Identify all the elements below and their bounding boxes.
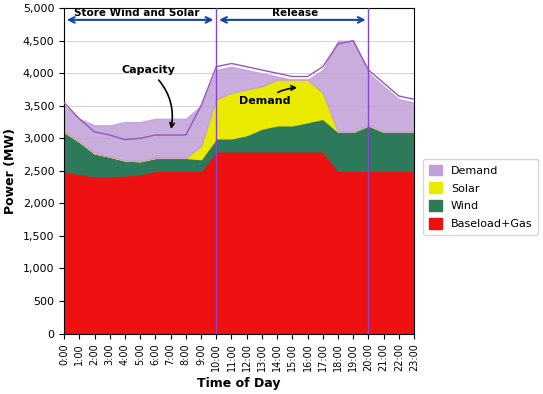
X-axis label: Time of Day: Time of Day <box>197 377 281 390</box>
Text: Store Wind and Solar: Store Wind and Solar <box>74 8 200 18</box>
Text: Release: Release <box>272 8 319 18</box>
Legend: Demand, Solar, Wind, Baseload+Gas: Demand, Solar, Wind, Baseload+Gas <box>423 159 538 235</box>
Text: Capacity: Capacity <box>122 65 176 127</box>
Y-axis label: Power (MW): Power (MW) <box>4 128 17 214</box>
Text: Demand: Demand <box>239 85 295 106</box>
